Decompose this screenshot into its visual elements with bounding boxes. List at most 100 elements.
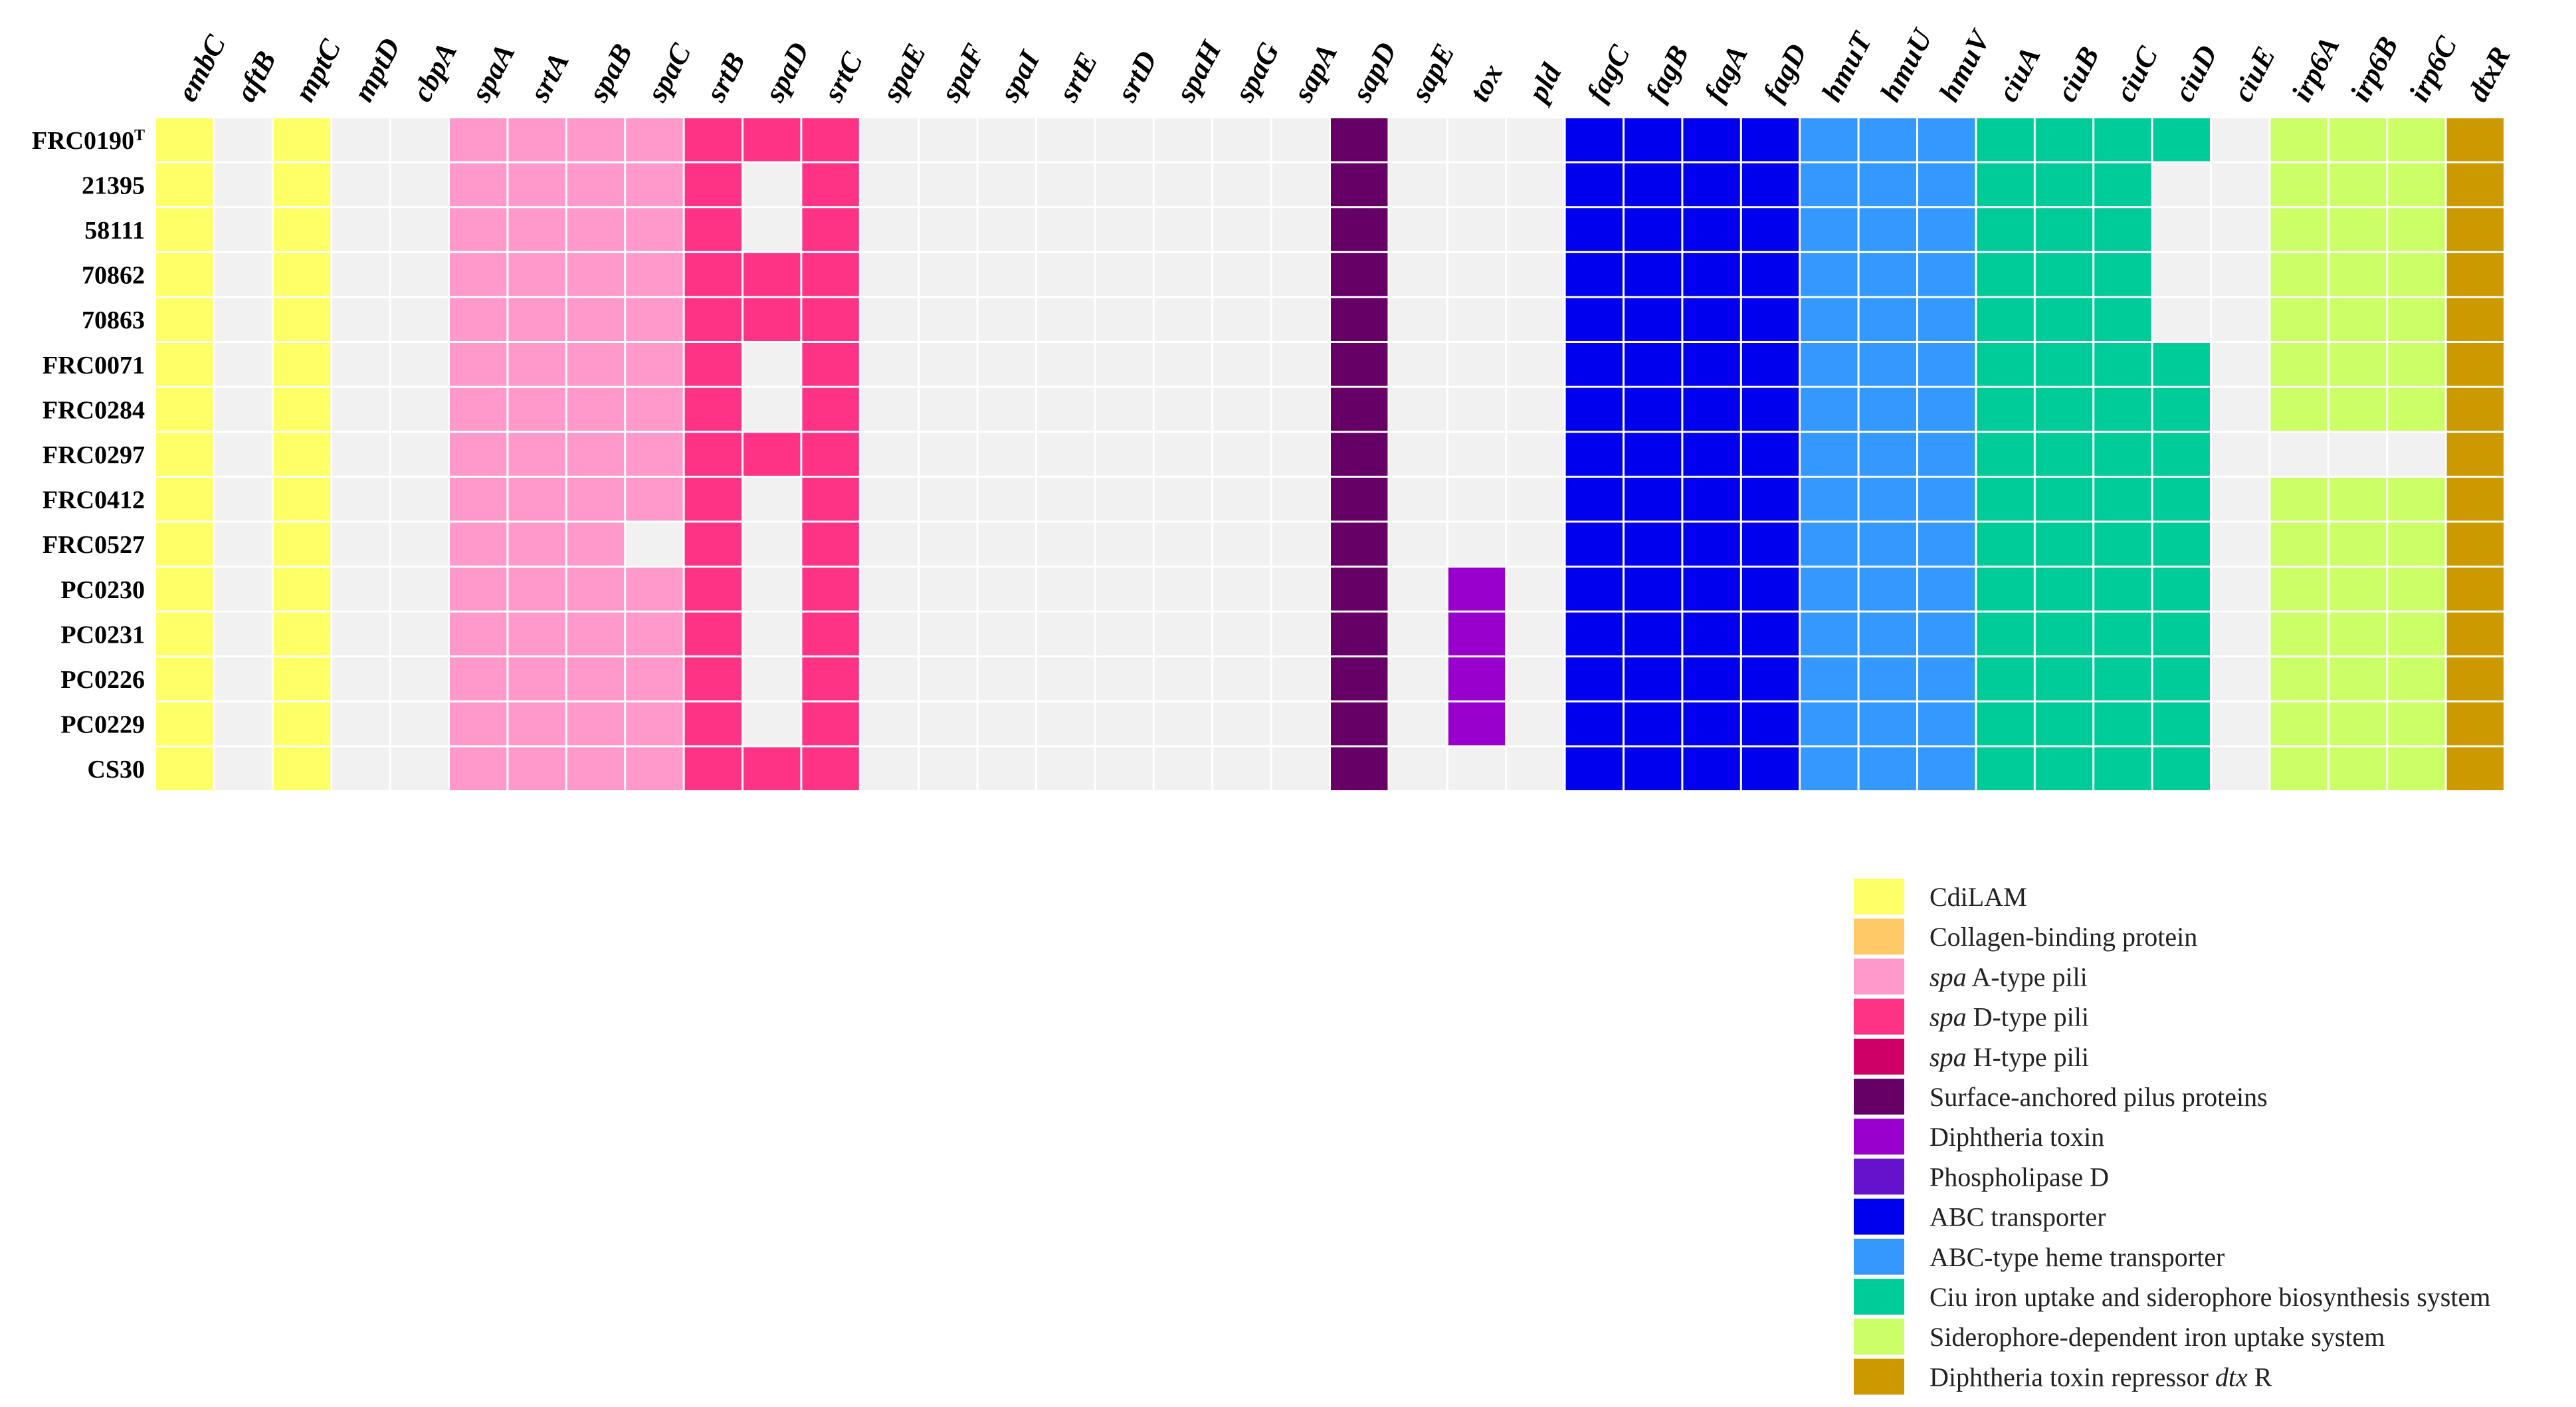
cell-FRC0527-mptC xyxy=(273,522,331,566)
cell-21395-sapD xyxy=(1331,163,1388,207)
cell-FRC0190-sapE xyxy=(1389,118,1446,162)
cell-FRC0527-sapD xyxy=(1331,522,1388,566)
cell-FRC0190-spaB xyxy=(567,118,625,162)
cell-CS30-fagD xyxy=(1741,747,1799,790)
cell-PC0231-pld xyxy=(1507,612,1564,656)
legend-swatch-Collagen xyxy=(1854,919,1904,955)
cell-70862-srtA xyxy=(508,253,565,296)
cell-PC0230-aftB xyxy=(215,568,272,611)
cell-PC0230-srtC xyxy=(802,568,859,611)
cell-70862-spaH xyxy=(1154,253,1212,296)
gene-label-aftB: aftB xyxy=(229,46,282,107)
cell-FRC0071-cbpA xyxy=(391,343,448,386)
gene-label-spaB: spaB xyxy=(581,39,639,108)
cell-FRC0190-hmuT xyxy=(1801,118,1858,162)
gene-label-mptD: mptD xyxy=(347,33,407,107)
cell-21395-dtxR xyxy=(2446,163,2504,207)
gene-label-hmuT: hmuT xyxy=(1815,26,1879,107)
gene-label-ciuD: ciuD xyxy=(2167,40,2224,107)
cell-70863-sapE xyxy=(1389,298,1446,341)
cell-CS30-srtB xyxy=(684,747,742,790)
strain-label-CS30: CS30 xyxy=(87,756,145,784)
cell-PC0231-spaB xyxy=(567,612,625,656)
cell-PC0230-srtA xyxy=(508,568,565,611)
cell-70862-pld xyxy=(1507,253,1564,296)
cell-PC0229-srtC xyxy=(802,702,859,746)
cell-58111-hmuV xyxy=(1918,208,1975,251)
cell-FRC0284-irp6C xyxy=(2388,387,2445,431)
cell-FRC0071-spaI xyxy=(978,343,1035,386)
cell-58111-sapD xyxy=(1331,208,1388,251)
cell-FRC0190-ciuB xyxy=(2035,118,2093,162)
cell-FRC0527-hmuU xyxy=(1859,522,1916,566)
cell-FRC0527-dtxR xyxy=(2446,522,2504,566)
cell-21395-sapA xyxy=(1272,163,1329,207)
cell-58111-pld xyxy=(1507,208,1564,251)
gene-label-fagB: fagB xyxy=(1639,40,1696,107)
cell-PC0230-spaB xyxy=(567,568,625,611)
legend-label-toxin: Diphtheria toxin xyxy=(1930,1122,2104,1152)
cell-PC0229-irp6C xyxy=(2388,702,2445,746)
cell-FRC0284-hmuV xyxy=(1918,387,1975,431)
cell-PC0226-srtC xyxy=(802,657,859,701)
cell-FRC0071-tox xyxy=(1448,343,1506,386)
cell-FRC0190-spaI xyxy=(978,118,1035,162)
cell-FRC0297-irp6A xyxy=(2270,433,2328,476)
cell-CS30-ciuE xyxy=(2212,747,2269,790)
cell-PC0231-fagC xyxy=(1565,612,1623,656)
strain-label-FRC0284: FRC0284 xyxy=(43,396,145,424)
cell-PC0226-sapA xyxy=(1272,657,1329,701)
cell-PC0226-irp6B xyxy=(2329,657,2387,701)
cell-FRC0527-ciuE xyxy=(2212,522,2269,566)
cell-FRC0412-ciuC xyxy=(2094,477,2151,521)
cell-FRC0297-sapA xyxy=(1272,433,1329,476)
cell-FRC0412-spaF xyxy=(920,477,977,521)
cell-70862-spaA xyxy=(450,253,507,296)
cell-21395-mptC xyxy=(273,163,331,207)
cell-FRC0071-srtE xyxy=(1037,343,1094,386)
cell-FRC0190-tox xyxy=(1448,118,1506,162)
cell-PC0230-hmuV xyxy=(1918,568,1975,611)
cell-PC0226-pld xyxy=(1507,657,1564,701)
cell-PC0231-hmuU xyxy=(1859,612,1916,656)
cell-PC0231-srtC xyxy=(802,612,859,656)
gene-label-hmuU: hmuU xyxy=(1874,23,1939,106)
cell-70862-spaB xyxy=(567,253,625,296)
cell-FRC0527-pld xyxy=(1507,522,1564,566)
cell-FRC0297-srtB xyxy=(684,433,742,476)
strain-label-70862: 70862 xyxy=(82,262,145,290)
cell-FRC0071-spaD xyxy=(743,343,801,386)
cell-21395-mptD xyxy=(332,163,389,207)
cell-FRC0284-srtE xyxy=(1037,387,1094,431)
legend-label-pld: Phospholipase D xyxy=(1930,1162,2109,1192)
cell-PC0229-spaE xyxy=(860,702,918,746)
cell-70863-fagC xyxy=(1565,298,1623,341)
cell-FRC0412-fagC xyxy=(1565,477,1623,521)
cell-FRC0071-fagB xyxy=(1625,343,1682,386)
cell-PC0231-mptC xyxy=(273,612,331,656)
legend-swatch-spaH xyxy=(1854,1038,1904,1075)
legend-swatch-abc xyxy=(1854,1198,1904,1235)
cell-CS30-sapE xyxy=(1389,747,1446,790)
cell-PC0226-embC xyxy=(156,657,213,701)
cell-PC0231-srtA xyxy=(508,612,565,656)
cell-70862-spaF xyxy=(920,253,977,296)
cell-58111-ciuE xyxy=(2212,208,2269,251)
cell-PC0231-sapD xyxy=(1331,612,1388,656)
cell-FRC0412-cbpA xyxy=(391,477,448,521)
cell-FRC0071-hmuT xyxy=(1801,343,1858,386)
cell-FRC0297-ciuC xyxy=(2094,433,2151,476)
cell-58111-spaB xyxy=(567,208,625,251)
cell-FRC0284-ciuE xyxy=(2212,387,2269,431)
cell-FRC0412-sapD xyxy=(1331,477,1388,521)
cell-21395-ciuA xyxy=(1977,163,2034,207)
cell-PC0231-srtE xyxy=(1037,612,1094,656)
cell-PC0226-spaG xyxy=(1213,657,1270,701)
cell-70862-sapE xyxy=(1389,253,1446,296)
cell-FRC0071-hmuU xyxy=(1859,343,1916,386)
cell-CS30-fagC xyxy=(1565,747,1623,790)
cell-PC0229-spaF xyxy=(920,702,977,746)
cell-FRC0284-irp6B xyxy=(2329,387,2387,431)
cell-PC0226-sapD xyxy=(1331,657,1388,701)
cell-PC0226-hmuU xyxy=(1859,657,1916,701)
